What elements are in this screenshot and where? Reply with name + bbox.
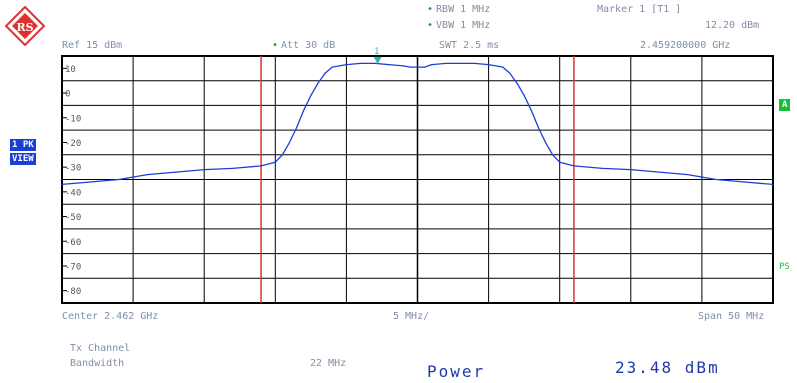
trace-point: [424, 66, 426, 68]
trace-point: [374, 62, 376, 65]
trace-point: [175, 171, 177, 173]
trace-point: [601, 167, 603, 169]
svg-text:RS: RS: [16, 21, 33, 34]
trace-point: [459, 62, 461, 65]
trace-point: [431, 64, 433, 66]
input-a-tag: A: [779, 99, 791, 111]
trace-point: [530, 109, 532, 111]
trace-point: [360, 62, 362, 65]
trace-point: [523, 94, 525, 97]
trace-point: [331, 66, 333, 68]
y-tick-label: -80: [65, 287, 81, 297]
trace-point: [772, 183, 774, 186]
trace-point: [388, 64, 390, 66]
trace-mode-tag: 1 PK: [10, 139, 36, 151]
y-tick-label: -70: [65, 262, 81, 272]
trace-view-tag: VIEW: [10, 153, 36, 165]
trace-point: [274, 161, 276, 163]
trace-point: [260, 165, 262, 167]
power-label: Power: [427, 362, 486, 381]
trace-point: [551, 154, 554, 156]
y-tick-label: -10: [65, 114, 81, 124]
trace-point: [402, 65, 404, 67]
y-tick-label: -40: [65, 188, 81, 198]
trace-point: [203, 169, 205, 171]
marker-frequency: 2.459200000 GHz: [640, 40, 731, 51]
vbw-setting: VBW 1 MHz: [427, 20, 490, 31]
marker-level: 12.20 dBm: [705, 20, 760, 31]
trace-point: [310, 94, 312, 97]
attenuation: Att 30 dB: [272, 40, 335, 51]
trace-point: [317, 82, 319, 84]
trace-point: [89, 181, 92, 183]
trace-point: [743, 181, 746, 183]
y-tick-label: -30: [65, 164, 81, 174]
marker-label: Marker 1 [T1 ]: [597, 4, 682, 15]
trace-point: [146, 173, 148, 176]
power-value: 23.48 dBm: [615, 358, 720, 377]
trace-point: [544, 141, 547, 144]
trace-point: [658, 171, 660, 173]
y-tick-label: -20: [65, 139, 81, 149]
rbw-setting: RBW 1 MHz: [427, 4, 490, 15]
trace-point: [445, 62, 447, 65]
center-frequency: Center 2.462 GHz: [62, 311, 159, 322]
bandwidth-value: 22 MHz: [310, 358, 347, 369]
bandwidth-label: Bandwidth: [70, 358, 125, 369]
marker-number: 1: [374, 47, 380, 57]
preset-ps-tag: PS: [779, 262, 790, 272]
rohde-schwarz-logo: RS: [5, 6, 45, 46]
trace-point: [281, 154, 284, 156]
trace-point: [324, 72, 326, 74]
trace-point: [303, 109, 305, 111]
trace-point: [715, 178, 717, 181]
trace-point: [232, 167, 234, 169]
trace-point: [559, 161, 561, 163]
trace-point: [296, 127, 298, 129]
y-tick-label: 10: [65, 65, 76, 75]
trace-point: [509, 72, 511, 74]
trace-point: [687, 173, 689, 176]
trace-point: [473, 62, 475, 65]
trace-point: [118, 178, 120, 181]
trace-point: [502, 66, 504, 68]
trace-point: [573, 165, 575, 167]
trace-point: [537, 127, 539, 129]
trace-point: [416, 66, 419, 68]
span: Span 50 MHz: [698, 311, 765, 322]
trace-point: [288, 141, 291, 144]
trace-point: [409, 66, 411, 68]
y-tick-label: -50: [65, 213, 81, 223]
y-tick-label: 0: [65, 90, 70, 100]
marker-triangle: [373, 56, 382, 64]
trace-point: [516, 82, 518, 84]
trace-point: [488, 64, 490, 66]
trace-point: [345, 64, 347, 66]
per-division: 5 MHz/: [393, 311, 430, 322]
sweep-time: SWT 2.5 ms: [439, 40, 500, 51]
reference-level: Ref 15 dBm: [62, 40, 123, 51]
y-tick-label: -60: [65, 238, 81, 248]
trace-point: [61, 183, 63, 186]
trace-point: [630, 169, 632, 171]
tx-channel-label: Tx Channel: [70, 343, 131, 354]
